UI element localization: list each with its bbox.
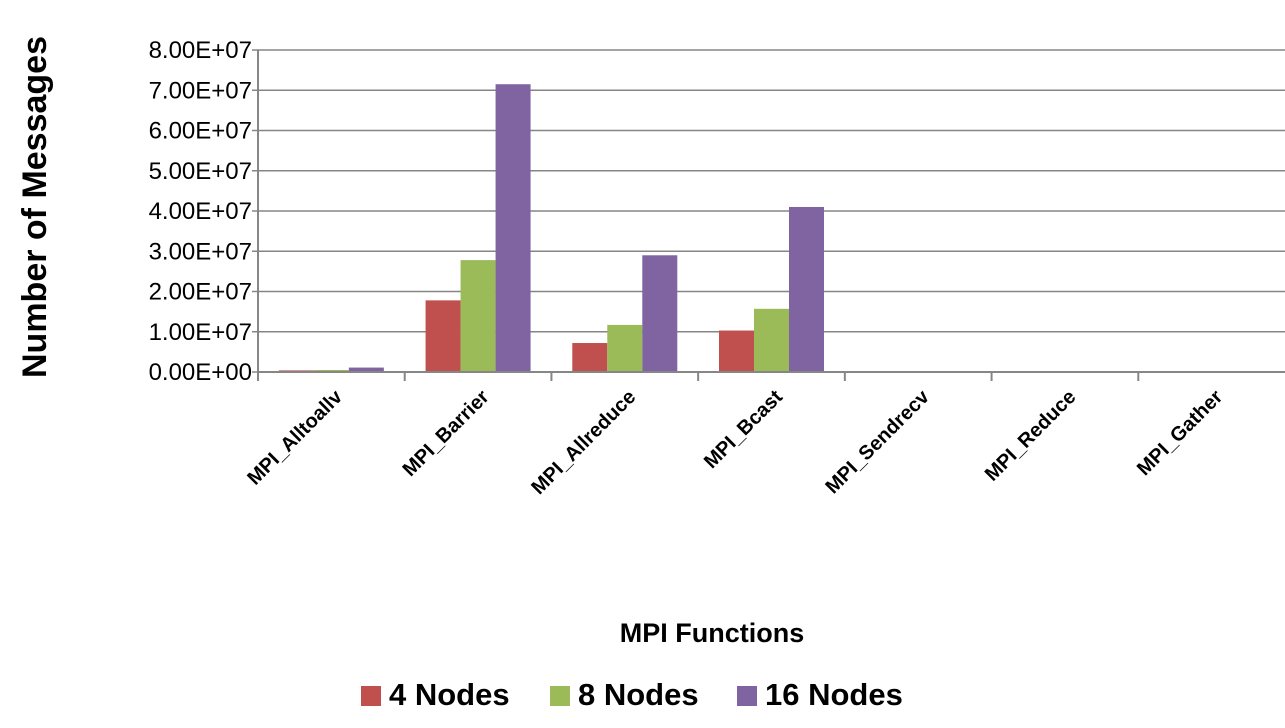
bar-8-nodes [460, 260, 496, 372]
x-tick-label: MPI_Reduce [981, 386, 1081, 486]
legend-swatch [550, 686, 570, 706]
bar-4-nodes [425, 300, 461, 372]
y-tick-label: 0.00E+00 [149, 359, 252, 386]
y-tick-label: 8.00E+07 [149, 37, 252, 64]
y-tick-label: 6.00E+07 [149, 118, 252, 145]
x-tick-label: MPI_Bcast [700, 386, 787, 473]
y-tick-label: 5.00E+07 [149, 158, 252, 185]
y-tick-label: 3.00E+07 [149, 238, 252, 265]
axes [257, 50, 1285, 381]
y-tick-label: 4.00E+07 [149, 198, 252, 225]
legend: 4 Nodes 8 Nodes 16 Nodes [361, 677, 903, 712]
bar-4-nodes [572, 343, 608, 372]
legend-swatch [737, 686, 757, 706]
y-tick-label: 7.00E+07 [149, 77, 252, 104]
y-axis-title: Number of Messages [16, 36, 54, 378]
bar-8-nodes [754, 308, 789, 372]
x-tick-label: MPI_Sendrecv [822, 385, 935, 498]
y-tick-label: 2.00E+07 [149, 279, 252, 306]
legend-label: 16 Nodes [765, 677, 903, 712]
bar-8-nodes [607, 324, 643, 372]
x-tick-label: MPI_Barrier [399, 386, 494, 481]
bar-4-nodes [719, 330, 754, 372]
legend-label: 4 Nodes [389, 677, 510, 712]
y-tick-labels: 0.00E+00 1.00E+07 2.00E+07 3.00E+07 4.00E+07… [149, 37, 252, 386]
bar-8-nodes [313, 369, 349, 372]
bar-16-nodes [789, 206, 824, 372]
bars [278, 84, 1265, 373]
bar-16-nodes [642, 255, 678, 372]
y-tick-label: 1.00E+07 [149, 319, 252, 346]
x-tick-label: MPI_Allreduce [527, 386, 640, 499]
bar-16-nodes [348, 367, 384, 372]
legend-label: 8 Nodes [578, 677, 699, 712]
x-axis-title: MPI Functions [620, 618, 805, 648]
x-tick-labels: MPI_Alltoallv MPI_Barrier MPI_Allreduce MPI… [243, 385, 1227, 499]
x-tick-label: MPI_Gather [1133, 386, 1227, 480]
legend-swatch [361, 686, 381, 706]
x-tick-label: MPI_Alltoallv [243, 385, 347, 489]
bar-16-nodes [495, 84, 531, 373]
